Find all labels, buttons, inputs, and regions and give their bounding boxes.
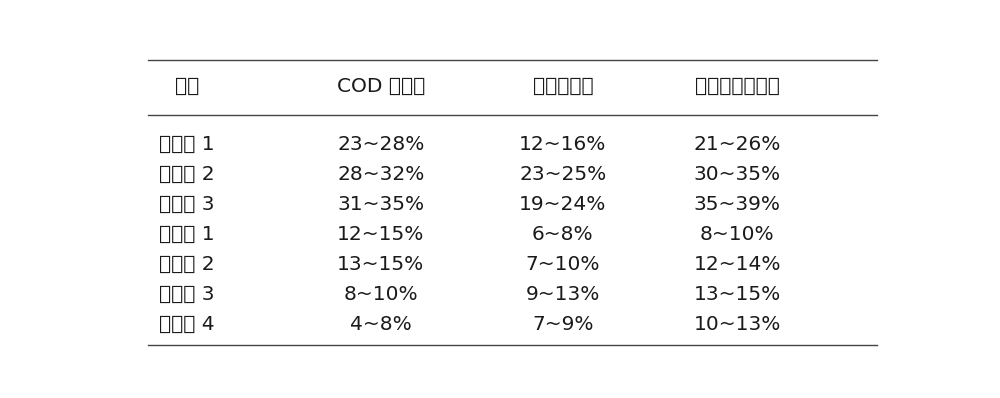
Text: 对比例 1: 对比例 1 [159, 225, 215, 244]
Text: 19~24%: 19~24% [519, 195, 607, 214]
Text: 28~32%: 28~32% [337, 165, 424, 184]
Text: 12~16%: 12~16% [519, 135, 607, 154]
Text: 实施例 2: 实施例 2 [159, 165, 215, 184]
Text: 21~26%: 21~26% [694, 135, 781, 154]
Text: 10~13%: 10~13% [694, 315, 781, 334]
Text: 13~15%: 13~15% [694, 285, 781, 304]
Text: 8~10%: 8~10% [343, 285, 418, 304]
Text: 6~8%: 6~8% [532, 225, 594, 244]
Text: 生物毒性抑制率: 生物毒性抑制率 [695, 76, 780, 96]
Text: 35~39%: 35~39% [694, 195, 781, 214]
Text: 对比例 4: 对比例 4 [159, 315, 215, 334]
Text: 23~28%: 23~28% [337, 135, 424, 154]
Text: 9~13%: 9~13% [526, 285, 600, 304]
Text: 对比例 3: 对比例 3 [159, 285, 215, 304]
Text: 4~8%: 4~8% [350, 315, 412, 334]
Text: 名称: 名称 [175, 76, 199, 96]
Text: 12~15%: 12~15% [337, 225, 424, 244]
Text: 8~10%: 8~10% [700, 225, 775, 244]
Text: 实施例 3: 实施例 3 [159, 195, 215, 214]
Text: COD 去除率: COD 去除率 [337, 76, 425, 96]
Text: 实施例 1: 实施例 1 [159, 135, 215, 154]
Text: 13~15%: 13~15% [337, 255, 424, 274]
Text: 7~9%: 7~9% [532, 315, 594, 334]
Text: 30~35%: 30~35% [694, 165, 781, 184]
Text: 23~25%: 23~25% [519, 165, 606, 184]
Text: 7~10%: 7~10% [526, 255, 600, 274]
Text: 31~35%: 31~35% [337, 195, 424, 214]
Text: 12~14%: 12~14% [694, 255, 781, 274]
Text: 氨氮去除率: 氨氮去除率 [533, 76, 593, 96]
Text: 对比例 2: 对比例 2 [159, 255, 215, 274]
